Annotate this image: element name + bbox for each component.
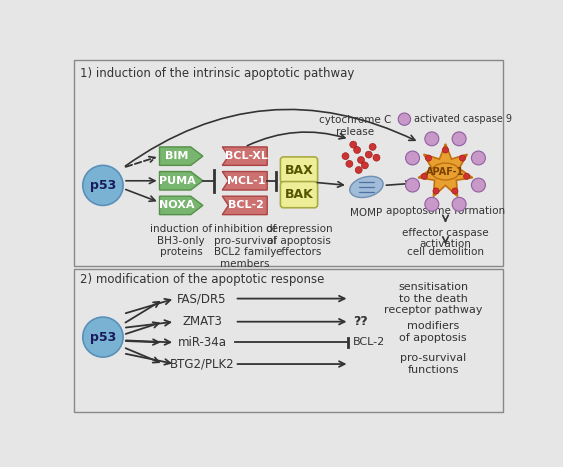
Polygon shape	[159, 171, 203, 190]
Text: induction of
BH3-only
proteins: induction of BH3-only proteins	[150, 224, 212, 257]
Text: PUMA: PUMA	[159, 176, 195, 186]
Circle shape	[471, 151, 485, 165]
Ellipse shape	[431, 163, 459, 180]
Text: APAF-1: APAF-1	[426, 167, 464, 177]
Circle shape	[452, 198, 466, 211]
Circle shape	[355, 167, 362, 173]
Circle shape	[463, 173, 470, 179]
Text: MCL-1: MCL-1	[227, 176, 266, 186]
Circle shape	[433, 188, 439, 194]
FancyBboxPatch shape	[280, 182, 318, 208]
Circle shape	[405, 178, 419, 192]
Text: pro-survival
functions: pro-survival functions	[400, 353, 466, 375]
FancyBboxPatch shape	[74, 269, 503, 412]
Circle shape	[365, 151, 372, 158]
Circle shape	[354, 147, 361, 154]
Text: BAK: BAK	[285, 188, 314, 201]
FancyBboxPatch shape	[280, 157, 318, 183]
Circle shape	[425, 198, 439, 211]
Circle shape	[361, 162, 368, 169]
Circle shape	[452, 188, 458, 194]
Polygon shape	[222, 196, 267, 215]
Text: FAS/DR5: FAS/DR5	[177, 292, 227, 305]
Text: sensitisation
to the death
receptor pathway: sensitisation to the death receptor path…	[384, 282, 482, 315]
FancyArrowPatch shape	[247, 132, 345, 146]
Circle shape	[471, 178, 485, 192]
Text: BAX: BAX	[285, 163, 314, 177]
Circle shape	[83, 165, 123, 205]
Circle shape	[83, 317, 123, 357]
Circle shape	[405, 151, 419, 165]
Circle shape	[373, 154, 380, 161]
Circle shape	[346, 160, 353, 167]
Text: BIM: BIM	[166, 151, 189, 161]
Circle shape	[342, 153, 349, 160]
Polygon shape	[159, 196, 203, 215]
Circle shape	[358, 156, 364, 163]
FancyBboxPatch shape	[74, 60, 503, 266]
Text: apoptosome formation: apoptosome formation	[386, 206, 505, 216]
Text: modifiers
of apoptosis: modifiers of apoptosis	[399, 321, 467, 342]
Polygon shape	[159, 147, 203, 165]
Text: activated caspase 9: activated caspase 9	[414, 114, 512, 124]
Text: BCL-2: BCL-2	[352, 338, 385, 347]
Polygon shape	[222, 171, 267, 190]
Text: miR-34a: miR-34a	[177, 336, 227, 349]
Circle shape	[369, 143, 376, 150]
Circle shape	[398, 113, 410, 125]
Circle shape	[425, 132, 439, 146]
Text: BTG2/PLK2: BTG2/PLK2	[170, 358, 234, 370]
Text: derepression
of apoptosis
effectors: derepression of apoptosis effectors	[265, 224, 333, 257]
Polygon shape	[222, 147, 267, 165]
Text: inhibition of
pro-survival
BCL2 family
members: inhibition of pro-survival BCL2 family m…	[213, 224, 276, 269]
Text: BCL-XL: BCL-XL	[225, 151, 268, 161]
Circle shape	[426, 155, 432, 161]
Ellipse shape	[350, 177, 383, 198]
Text: cell demolition: cell demolition	[407, 247, 484, 257]
Text: effector caspase
activation: effector caspase activation	[402, 228, 489, 249]
Text: cytochrome C
release: cytochrome C release	[319, 115, 391, 137]
Circle shape	[350, 141, 357, 148]
Text: 1) induction of the intrinsic apoptotic pathway: 1) induction of the intrinsic apoptotic …	[80, 67, 354, 80]
Text: BCL-2: BCL-2	[229, 200, 264, 211]
Circle shape	[443, 147, 449, 153]
Text: p53: p53	[90, 179, 116, 192]
Circle shape	[452, 132, 466, 146]
Text: ??: ??	[353, 315, 368, 328]
Circle shape	[459, 155, 466, 161]
Circle shape	[421, 173, 427, 179]
Text: NOXA: NOXA	[159, 200, 195, 211]
Text: MOMP: MOMP	[350, 208, 382, 219]
Text: 2) modification of the apoptotic response: 2) modification of the apoptotic respons…	[80, 273, 324, 286]
Polygon shape	[418, 144, 473, 197]
Text: ZMAT3: ZMAT3	[182, 315, 222, 328]
Text: p53: p53	[90, 331, 116, 344]
FancyArrowPatch shape	[126, 109, 415, 166]
